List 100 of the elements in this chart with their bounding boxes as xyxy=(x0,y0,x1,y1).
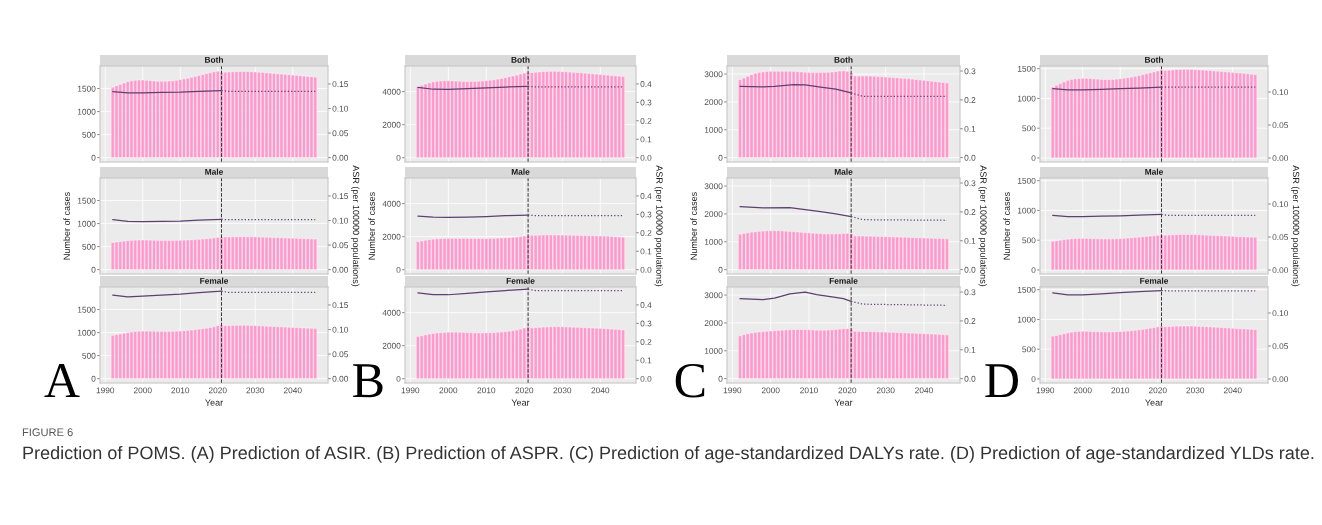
chart-title: Female xyxy=(506,277,535,284)
y2-tick-label: 0.0 xyxy=(640,266,652,273)
y2-tick-label: 0.2 xyxy=(964,97,976,104)
y2-tick-label: 0.1 xyxy=(640,248,652,255)
y2-axis-title: ASR (per 100000 populations) xyxy=(654,165,663,287)
y2-tick-label: 0.05 xyxy=(332,242,349,249)
text: C xyxy=(675,363,705,398)
y2-tick-label: 0.05 xyxy=(1272,122,1289,129)
y-tick-label: 1000 xyxy=(77,329,96,336)
y2-tick-label: 0.15 xyxy=(332,81,349,88)
chart-title: Both xyxy=(205,56,223,63)
y2-tick-label: 0.00 xyxy=(332,154,349,161)
x-axis-title: Year xyxy=(1145,399,1163,406)
x-tick-label: 1990 xyxy=(401,387,420,394)
y-tick-label: 3000 xyxy=(704,183,723,190)
chart-title: Female xyxy=(200,277,229,284)
x-tick-label: 1990 xyxy=(1036,387,1055,394)
x-tick-label: 2010 xyxy=(1111,387,1130,394)
y-tick-label: 2000 xyxy=(382,342,401,349)
y2-tick-label: 0.00 xyxy=(332,375,349,382)
y-tick-label: 0 xyxy=(396,375,401,382)
y2-tick-label: 0.10 xyxy=(1272,201,1289,208)
x-tick-label: 2040 xyxy=(1223,387,1242,394)
y2-tick-label: 0.10 xyxy=(332,105,349,112)
y2-tick-label: 0.0 xyxy=(640,154,652,161)
x-tick-label: 2020 xyxy=(208,387,227,394)
y-tick-label: 2000 xyxy=(382,233,401,240)
y-tick-label: 1500 xyxy=(1017,65,1036,72)
y-tick-label: 500 xyxy=(1022,125,1036,132)
y2-tick-label: 0.2 xyxy=(964,318,976,325)
y2-tick-label: 0.00 xyxy=(1272,376,1289,383)
y-tick-label: 1500 xyxy=(77,197,96,204)
y-tick-label: 1500 xyxy=(1017,286,1036,293)
y-tick-label: 2000 xyxy=(704,211,723,218)
y-tick-label: 500 xyxy=(82,352,96,359)
y-tick-label: 1000 xyxy=(77,108,96,115)
y2-axis-title: ASR (per 100000 populations) xyxy=(1291,165,1300,287)
y-axis-title: Number of cases xyxy=(63,192,70,260)
y2-tick-label: 0.3 xyxy=(640,320,652,327)
y2-tick-label: 0.10 xyxy=(1272,310,1289,317)
y2-tick-label: 0.10 xyxy=(332,217,349,224)
y-tick-label: 0 xyxy=(718,154,723,161)
y-tick-label: 0 xyxy=(1031,267,1036,274)
x-tick-label: 2000 xyxy=(133,387,152,394)
y2-tick-label: 0.00 xyxy=(1272,267,1289,274)
y2-tick-label: 0.2 xyxy=(640,230,652,236)
y-tick-label: 2000 xyxy=(704,320,723,327)
chart-title: Female xyxy=(829,277,858,284)
y2-tick-label: 0.0 xyxy=(964,266,976,273)
y2-tick-label: 0.1 xyxy=(640,136,652,143)
y-tick-label: 1000 xyxy=(704,347,723,354)
y2-tick-label: 0.00 xyxy=(1272,155,1289,162)
y2-tick-label: 0.4 xyxy=(640,193,652,199)
y-tick-label: 0 xyxy=(91,375,96,382)
y2-tick-label: 0.15 xyxy=(332,193,349,200)
y2-tick-label: 0.0 xyxy=(964,154,976,161)
x-tick-label: 2020 xyxy=(515,387,534,394)
y-axis-title: Number of cases xyxy=(690,192,697,260)
y2-axis-title: ASR (per 100000 populations) xyxy=(978,165,987,287)
x-tick-label: 2040 xyxy=(591,387,610,394)
y-tick-label: 0 xyxy=(1031,155,1036,162)
y2-tick-label: 0.3 xyxy=(964,180,976,187)
y-tick-label: 1000 xyxy=(1017,95,1036,102)
x-tick-label: 2000 xyxy=(439,387,458,394)
text: B xyxy=(353,364,383,398)
y2-tick-label: 0.3 xyxy=(640,99,652,106)
y2-tick-label: 0.3 xyxy=(964,289,976,296)
y-tick-label: 0 xyxy=(718,266,723,273)
x-tick-label: 2000 xyxy=(1073,387,1092,394)
y2-tick-label: 0.3 xyxy=(640,211,652,218)
x-tick-label: 1990 xyxy=(96,387,115,394)
y-tick-label: 3000 xyxy=(704,71,723,78)
y-tick-label: 0 xyxy=(1031,376,1036,383)
y2-tick-label: 0.0 xyxy=(640,375,652,382)
chart-title: Male xyxy=(1145,168,1163,175)
text: D xyxy=(985,364,1018,398)
y-tick-label: 4000 xyxy=(382,200,401,207)
x-tick-label: 2020 xyxy=(838,387,857,394)
y-tick-label: 1000 xyxy=(704,238,723,245)
y-tick-label: 1000 xyxy=(77,220,96,227)
y-tick-label: 0 xyxy=(396,266,401,273)
y2-axis-title: ASR (per 100000 populations) xyxy=(351,165,360,287)
y2-tick-label: 0.1 xyxy=(964,346,976,353)
y-tick-label: 500 xyxy=(1022,346,1036,353)
y-tick-label: 3000 xyxy=(704,292,723,299)
y2-tick-label: 0.05 xyxy=(1272,343,1289,350)
x-tick-label: 2040 xyxy=(915,387,933,394)
y-tick-label: 4000 xyxy=(382,309,401,316)
y-tick-label: 1000 xyxy=(704,126,723,133)
chart-title: Female xyxy=(1140,277,1169,284)
y-tick-label: 1000 xyxy=(1017,207,1036,214)
y2-tick-label: 0.2 xyxy=(640,118,652,124)
y-tick-label: 500 xyxy=(1022,237,1036,244)
y2-tick-label: 0.10 xyxy=(1272,89,1289,96)
y-tick-label: 1500 xyxy=(77,85,96,92)
y2-tick-label: 0.3 xyxy=(964,68,976,75)
y2-tick-label: 0.1 xyxy=(964,237,976,244)
y2-tick-label: 0.05 xyxy=(332,130,349,137)
y-tick-label: 0 xyxy=(396,154,401,161)
x-tick-label: 2030 xyxy=(553,387,572,394)
